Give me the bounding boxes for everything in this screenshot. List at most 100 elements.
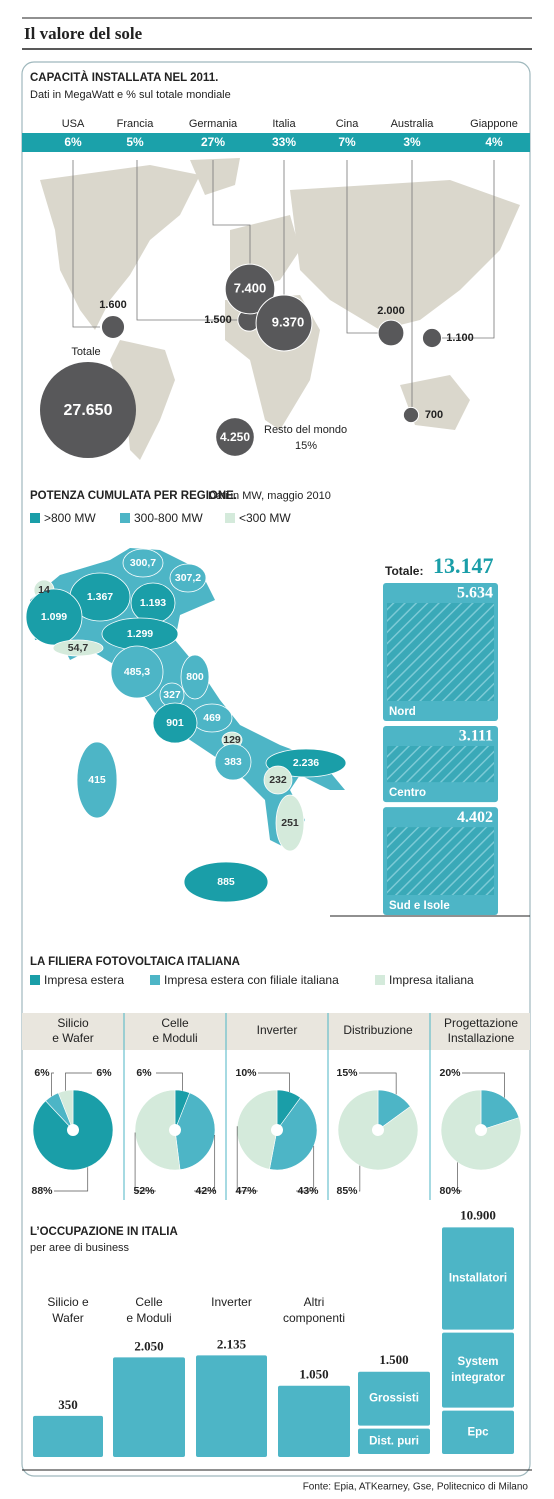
- frame: [21, 61, 531, 1477]
- country-share: 7%: [338, 135, 356, 149]
- pie-title-line: Inverter: [257, 1023, 298, 1037]
- region-label: 14: [38, 584, 50, 596]
- region-label: 307,2: [175, 572, 201, 584]
- bar-name-line: Altri: [304, 1295, 325, 1309]
- stack-total: 10.900: [460, 1207, 496, 1222]
- area-name: Nord: [389, 706, 416, 718]
- bar-name: Celle e Moduli: [126, 1295, 171, 1325]
- pie-label: 42%: [195, 1185, 217, 1197]
- area-value: 5.634: [457, 585, 493, 602]
- legend-swatch: [30, 975, 40, 985]
- bar-name-line: e Moduli: [126, 1311, 171, 1325]
- region-label: 1.367: [87, 591, 113, 603]
- segment-name-line: Dist. puri: [369, 1435, 419, 1447]
- pie-hole: [169, 1124, 181, 1136]
- segment-name-line: Epc: [467, 1426, 489, 1438]
- area-value: 3.111: [459, 728, 493, 745]
- leader-line: [346, 160, 378, 334]
- pie-slice: [269, 1097, 318, 1171]
- region: [25, 588, 83, 646]
- bubble: [100, 314, 126, 340]
- pie-leader: [134, 1132, 156, 1192]
- pie-leader: [236, 1126, 258, 1192]
- region-label: 232: [269, 774, 287, 786]
- region-label: 383: [224, 756, 242, 768]
- pie-leader: [51, 1072, 54, 1097]
- leader-line: [136, 160, 238, 321]
- region-label: 54,7: [68, 642, 89, 654]
- occupazione-subheading: per aree di business: [30, 1242, 130, 1254]
- region-label: 251: [281, 817, 299, 829]
- bar: [33, 1415, 103, 1457]
- pie-label: 43%: [297, 1185, 319, 1197]
- bar-value: 350: [58, 1397, 78, 1412]
- bar-value: 2.050: [134, 1338, 163, 1353]
- legend-swatch: [225, 513, 235, 523]
- legend-swatch: [120, 513, 130, 523]
- bar-name: Inverter: [211, 1295, 252, 1309]
- pie-label: 85%: [336, 1185, 358, 1197]
- region: [122, 548, 164, 578]
- pie-hole: [475, 1124, 487, 1136]
- rest-bubble: [216, 418, 254, 456]
- bubble: [377, 319, 405, 347]
- pie-title: Distribuzione: [343, 1023, 413, 1037]
- pie-label: 47%: [235, 1185, 257, 1197]
- bubble-label: 1.100: [446, 332, 474, 344]
- stack-segment: [442, 1410, 514, 1454]
- pie-title-line: Celle: [161, 1016, 189, 1030]
- country-name: Germania: [189, 118, 238, 130]
- segment-name: Dist. puri: [369, 1435, 419, 1447]
- region: [180, 654, 210, 700]
- rest-label: 4.250: [220, 430, 250, 444]
- pie-hole: [372, 1124, 384, 1136]
- pie-title: Celle e Moduli: [152, 1016, 197, 1045]
- bubble-label: 700: [425, 409, 443, 421]
- pie-leader: [65, 1072, 92, 1091]
- region: [110, 645, 164, 699]
- legend-label: >800 MW: [44, 511, 96, 525]
- pie-label: 20%: [439, 1067, 461, 1079]
- segment-name: System integrator: [451, 1356, 505, 1384]
- segment-name-line: System: [458, 1356, 499, 1368]
- country-share: 33%: [272, 135, 296, 149]
- page-title: Il valore del sole: [24, 24, 143, 43]
- filiera-header-band: [22, 1013, 530, 1050]
- pie-title-line: Silicio: [57, 1016, 89, 1030]
- region-label: 129: [223, 734, 241, 746]
- pie-label: 6%: [34, 1067, 50, 1079]
- country-name: Cina: [336, 118, 360, 130]
- pie-slice: [134, 1089, 181, 1171]
- region-label: 901: [166, 717, 184, 729]
- capacity-subheading: Dati in MegaWatt e % sul totale mondiale: [30, 89, 231, 101]
- country-name: Giappone: [470, 118, 518, 130]
- country-name: Australia: [391, 118, 435, 130]
- regions-subheading: Dati in MW, maggio 2010: [208, 490, 331, 502]
- region: [169, 563, 207, 593]
- pie-title-line: e Wafer: [52, 1031, 94, 1045]
- leader-line: [441, 160, 495, 339]
- pie-title: Progettazione Installazione: [444, 1016, 518, 1045]
- region-label: 1.299: [127, 628, 153, 640]
- pie-title: Inverter: [257, 1023, 298, 1037]
- pie-leader: [194, 1135, 216, 1192]
- total-label: 27.650: [64, 402, 113, 419]
- legend-label: Impresa italiana: [389, 973, 474, 987]
- bubble-label: 9.370: [272, 314, 305, 329]
- pie-hole: [67, 1124, 79, 1136]
- pie-label: 80%: [439, 1185, 461, 1197]
- legend-swatch: [375, 975, 385, 985]
- region-label: 469: [203, 712, 221, 724]
- total-bubble: [40, 362, 136, 458]
- pie-leader: [462, 1072, 505, 1098]
- country-share: 6%: [64, 135, 82, 149]
- region-label: 2.236: [293, 757, 319, 769]
- pie-leader: [359, 1165, 361, 1192]
- bar-name-line: componenti: [283, 1311, 345, 1325]
- country-name: USA: [62, 118, 85, 130]
- pie-title-line: Installazione: [448, 1031, 515, 1045]
- pie-label: 88%: [31, 1185, 53, 1197]
- bubble: [255, 294, 313, 352]
- pie-leader: [296, 1145, 315, 1192]
